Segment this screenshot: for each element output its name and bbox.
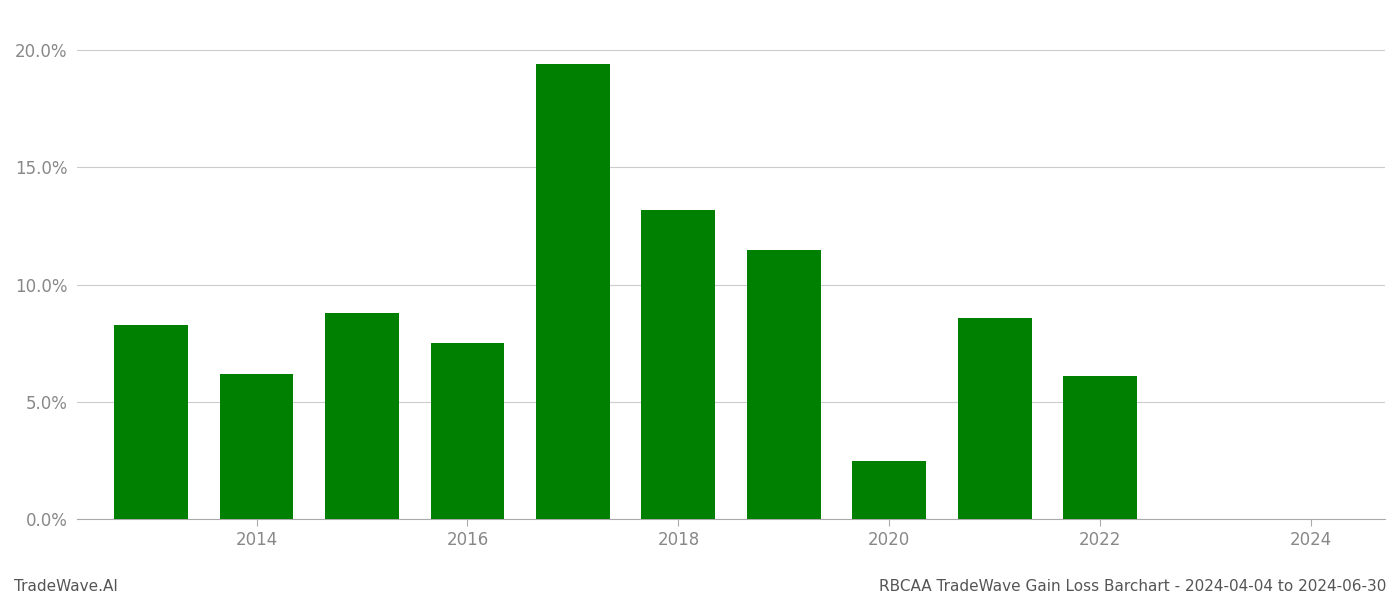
Bar: [958, 317, 1032, 519]
Bar: [1064, 376, 1137, 519]
Bar: [325, 313, 399, 519]
Bar: [641, 209, 715, 519]
Text: RBCAA TradeWave Gain Loss Barchart - 2024-04-04 to 2024-06-30: RBCAA TradeWave Gain Loss Barchart - 202…: [879, 579, 1386, 594]
Bar: [748, 250, 820, 519]
Bar: [536, 64, 610, 519]
Bar: [853, 461, 927, 519]
Bar: [431, 343, 504, 519]
Text: TradeWave.AI: TradeWave.AI: [14, 579, 118, 594]
Bar: [115, 325, 188, 519]
Bar: [220, 374, 294, 519]
